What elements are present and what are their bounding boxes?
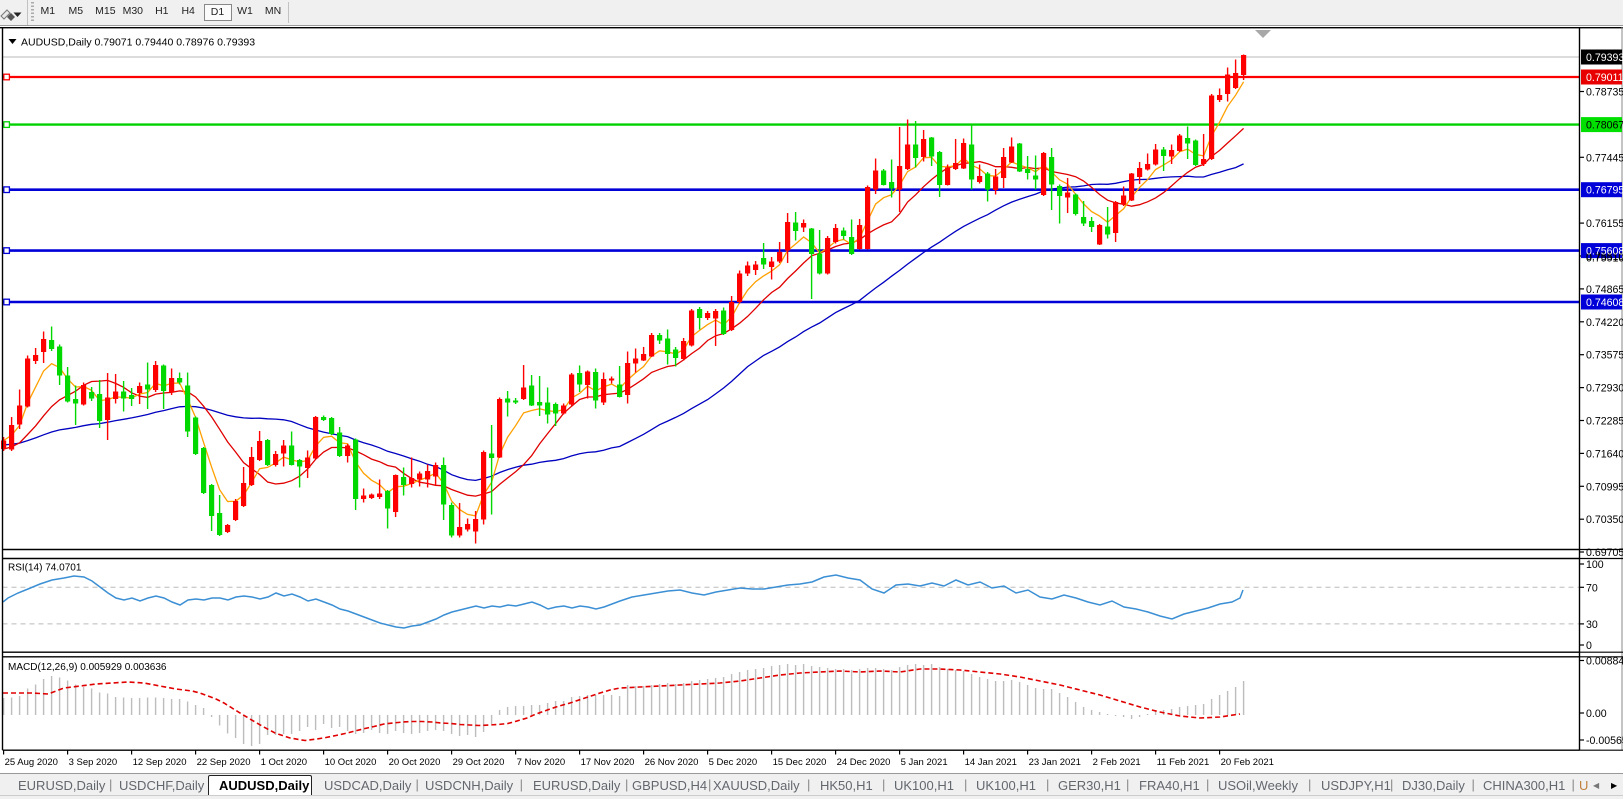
svg-text:15 Dec 2020: 15 Dec 2020 xyxy=(773,757,827,768)
svg-text:0.75510: 0.75510 xyxy=(1586,253,1623,265)
svg-text:24 Dec 2020: 24 Dec 2020 xyxy=(837,757,891,768)
svg-text:0.00884: 0.00884 xyxy=(1586,656,1623,668)
svg-text:-0.005651: -0.005651 xyxy=(1586,735,1623,747)
svg-text:30: 30 xyxy=(1586,619,1598,631)
svg-text:5 Jan 2021: 5 Jan 2021 xyxy=(901,757,948,768)
svg-text:70: 70 xyxy=(1586,582,1598,594)
svg-text:0.00: 0.00 xyxy=(1586,708,1607,720)
svg-text:10 Oct 2020: 10 Oct 2020 xyxy=(325,757,377,768)
svg-text:0.78735: 0.78735 xyxy=(1586,87,1623,99)
svg-text:0.78067: 0.78067 xyxy=(1586,120,1623,132)
svg-text:RSI(14) 74.0701: RSI(14) 74.0701 xyxy=(8,563,82,574)
svg-text:17 Nov 2020: 17 Nov 2020 xyxy=(581,757,635,768)
svg-text:0.79393: 0.79393 xyxy=(1586,52,1623,64)
svg-text:0.76155: 0.76155 xyxy=(1586,218,1623,230)
svg-text:0.79011: 0.79011 xyxy=(1586,72,1623,84)
svg-text:29 Oct 2020: 29 Oct 2020 xyxy=(453,757,505,768)
svg-text:1 Oct 2020: 1 Oct 2020 xyxy=(261,757,307,768)
svg-text:0.74865: 0.74865 xyxy=(1586,284,1623,296)
svg-text:0.70995: 0.70995 xyxy=(1586,481,1623,493)
svg-text:0.72930: 0.72930 xyxy=(1586,383,1623,395)
svg-text:14 Jan 2021: 14 Jan 2021 xyxy=(965,757,1017,768)
svg-text:2 Feb 2021: 2 Feb 2021 xyxy=(1093,757,1141,768)
svg-text:0.74608: 0.74608 xyxy=(1586,297,1623,309)
svg-text:0.75608: 0.75608 xyxy=(1586,246,1623,258)
svg-text:3 Sep 2020: 3 Sep 2020 xyxy=(69,757,118,768)
svg-text:MACD(12,26,9) 0.005929 0.00363: MACD(12,26,9) 0.005929 0.003636 xyxy=(8,662,167,673)
svg-text:0.76795: 0.76795 xyxy=(1586,185,1623,197)
svg-text:20 Feb 2021: 20 Feb 2021 xyxy=(1221,757,1274,768)
svg-text:AUDUSD,Daily 0.79071 0.79440: AUDUSD,Daily 0.79071 0.79440 0.78976 0.7… xyxy=(21,37,255,49)
svg-text:0.73575: 0.73575 xyxy=(1586,350,1623,362)
svg-text:23 Jan 2021: 23 Jan 2021 xyxy=(1029,757,1081,768)
svg-text:0.75510: 0.75510 xyxy=(1586,251,1623,263)
svg-text:0.72285: 0.72285 xyxy=(1586,415,1623,427)
svg-text:22 Sep 2020: 22 Sep 2020 xyxy=(197,757,251,768)
svg-text:0.69705: 0.69705 xyxy=(1586,547,1623,559)
svg-text:20 Oct 2020: 20 Oct 2020 xyxy=(389,757,441,768)
svg-text:12 Sep 2020: 12 Sep 2020 xyxy=(133,757,187,768)
svg-text:7 Nov 2020: 7 Nov 2020 xyxy=(517,757,566,768)
svg-text:25 Aug 2020: 25 Aug 2020 xyxy=(5,757,58,768)
svg-text:11 Feb 2021: 11 Feb 2021 xyxy=(1157,757,1210,768)
svg-text:0.70350: 0.70350 xyxy=(1586,514,1623,526)
svg-text:0: 0 xyxy=(1586,640,1592,652)
svg-text:100: 100 xyxy=(1586,559,1604,571)
svg-text:26 Nov 2020: 26 Nov 2020 xyxy=(645,757,699,768)
svg-text:5 Dec 2020: 5 Dec 2020 xyxy=(709,757,758,768)
svg-text:0.74220: 0.74220 xyxy=(1586,317,1623,329)
svg-text:0.77445: 0.77445 xyxy=(1586,152,1623,164)
svg-text:0.71640: 0.71640 xyxy=(1586,448,1623,460)
